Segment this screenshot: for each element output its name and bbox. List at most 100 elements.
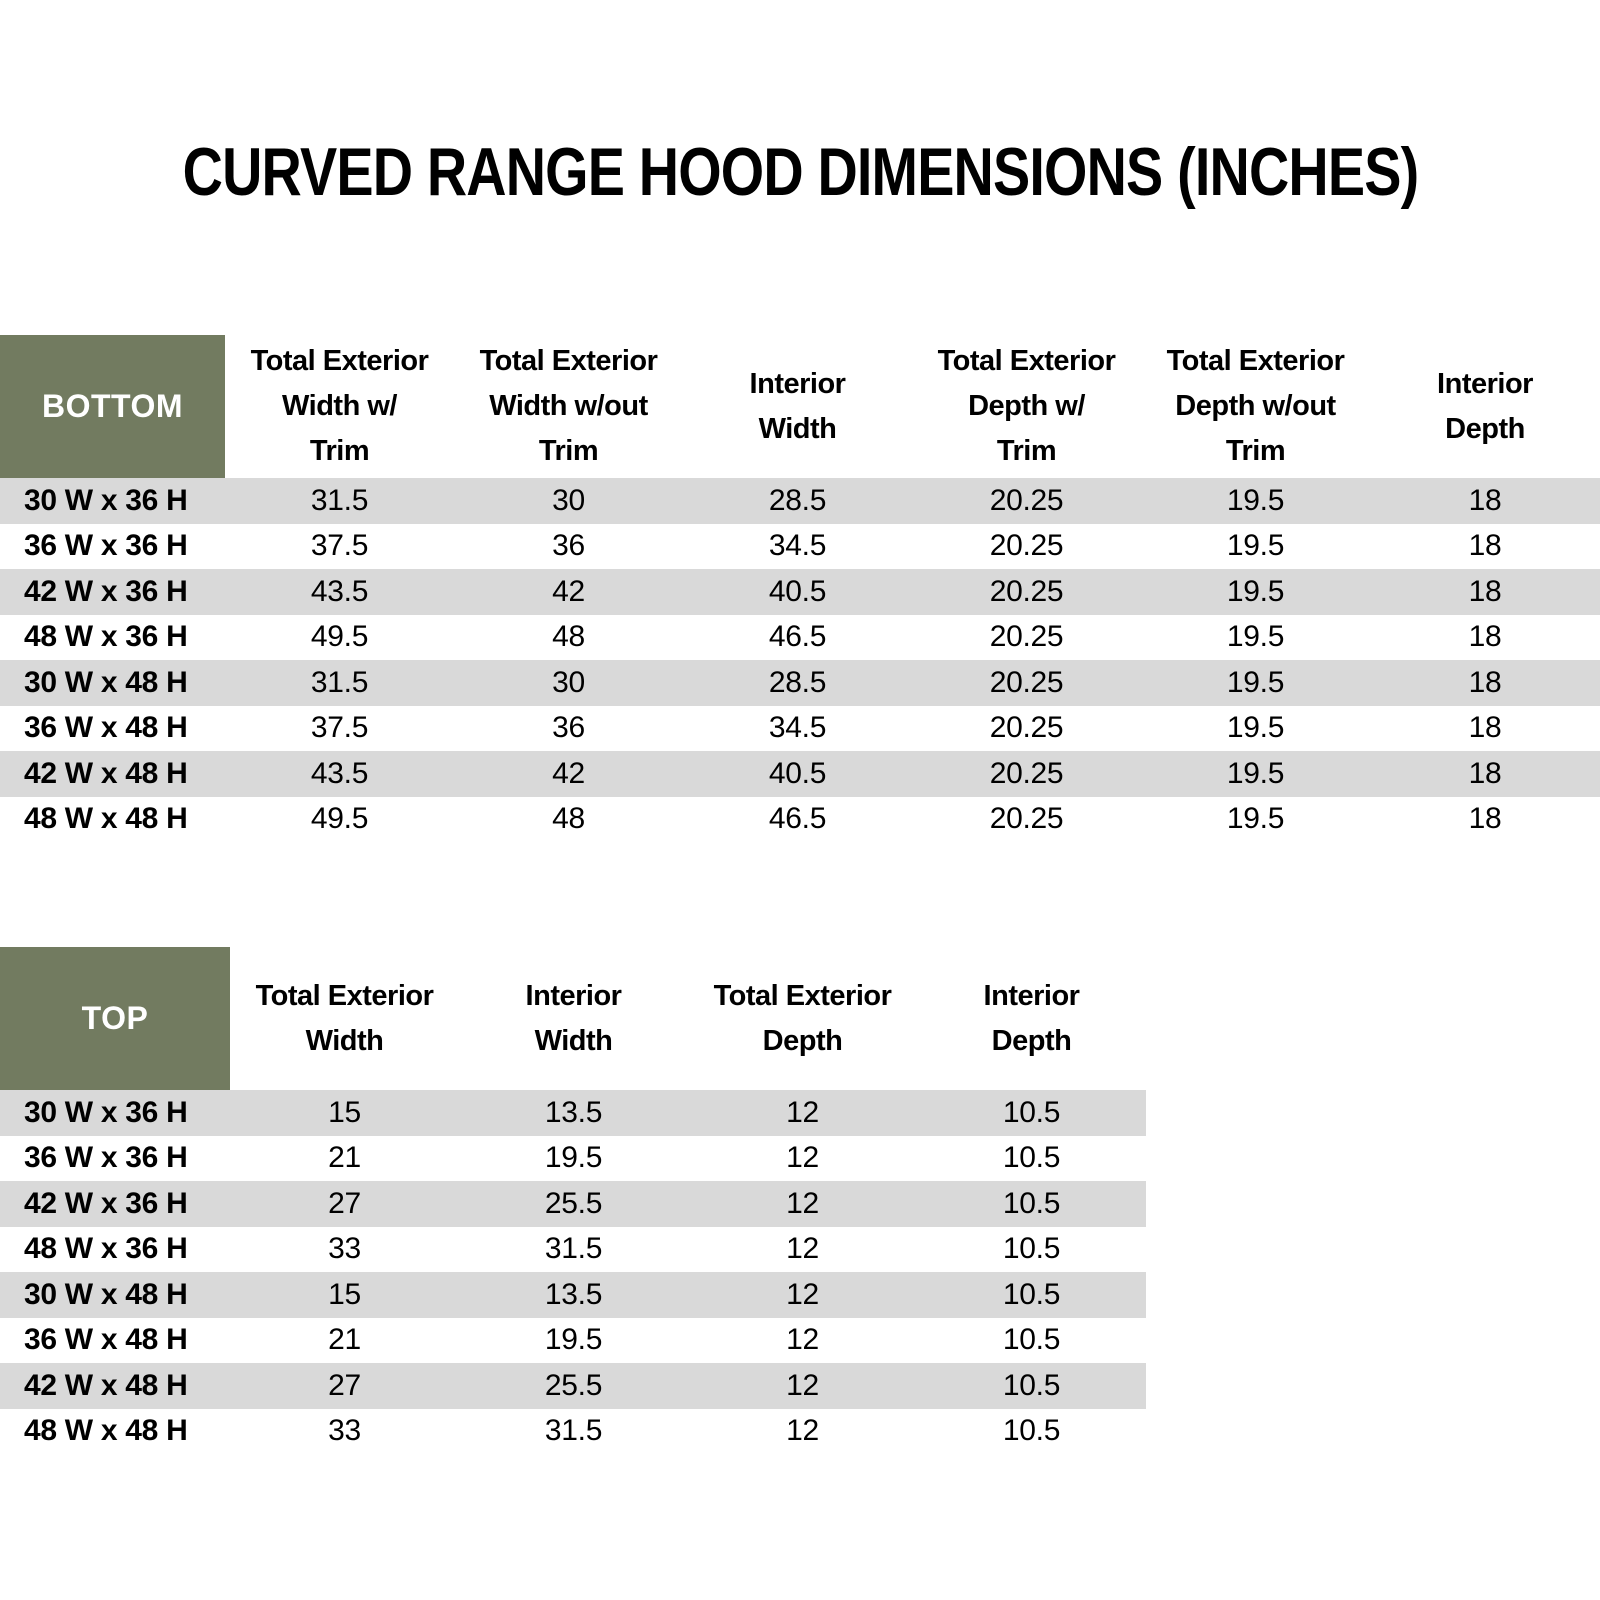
- dimension-value: 40.5: [768, 756, 827, 790]
- table-row: 36 W x 36 H 21 19.5 12 10.5: [0, 1136, 1146, 1182]
- dimension-value: 37.5: [310, 529, 369, 563]
- dimension-value: 42: [552, 574, 585, 608]
- dimension-value: 19.5: [544, 1323, 603, 1357]
- dimension-value: 49.5: [310, 620, 369, 654]
- column-header-total-exterior-depth-w-trim: Total Exterior Depth w/ Trim: [912, 335, 1141, 478]
- dimension-value: 12: [786, 1141, 819, 1175]
- dimension-value: 25.5: [544, 1368, 603, 1402]
- dimension-value: 33: [328, 1414, 361, 1448]
- dimension-value: 18: [1468, 529, 1502, 563]
- dimension-value: 10.5: [1002, 1186, 1061, 1220]
- dimension-value: 19.5: [1226, 711, 1285, 745]
- dimension-value: 10.5: [1002, 1095, 1061, 1129]
- dimension-value: 10.5: [1002, 1277, 1061, 1311]
- table-row: 30 W x 48 H 31.5 30 28.5 20.25 19.5 18: [0, 660, 1600, 706]
- table-row: 30 W x 36 H 31.5 30 28.5 20.25 19.5 18: [0, 478, 1600, 524]
- dimension-value: 15: [328, 1095, 361, 1129]
- dimension-value: 18: [1468, 574, 1502, 608]
- table-row: 36 W x 48 H 21 19.5 12 10.5: [0, 1318, 1146, 1364]
- top-table-body: 30 W x 36 H 15 13.5 12 10.5 36 W x 36 H 21 19.5…: [0, 1090, 1146, 1454]
- dimension-value: 20.25: [989, 529, 1064, 563]
- table-row: 42 W x 36 H 43.5 42 40.5 20.25 19.5 18: [0, 569, 1600, 615]
- dimension-value: 19.5: [1226, 620, 1285, 654]
- table-row: 48 W x 48 H 33 31.5 12 10.5: [0, 1409, 1146, 1455]
- dimension-value: 10.5: [1002, 1141, 1061, 1175]
- dimension-value: 12: [786, 1323, 819, 1357]
- dimension-value: 18: [1468, 756, 1502, 790]
- table-row: 30 W x 36 H 15 13.5 12 10.5: [0, 1090, 1146, 1136]
- row-label-size: 48 W x 48 H: [24, 802, 188, 836]
- dimension-value: 31.5: [544, 1414, 603, 1448]
- dimension-value: 31.5: [544, 1232, 603, 1266]
- dimension-value: 18: [1468, 483, 1502, 517]
- top-table-header-row: TOP Total Exterior Width Interior Width …: [0, 947, 1146, 1090]
- dimension-value: 10.5: [1002, 1232, 1061, 1266]
- dimension-value: 19.5: [1226, 802, 1285, 836]
- bottom-dimensions-table: BOTTOM Total Exterior Width w/ Trim Tota…: [0, 335, 1600, 842]
- row-label-size: 42 W x 48 H: [24, 756, 188, 790]
- dimension-value: 19.5: [544, 1141, 603, 1175]
- dimension-value: 18: [1468, 802, 1502, 836]
- dimension-value: 28.5: [768, 483, 827, 517]
- dimension-value: 36: [552, 711, 585, 745]
- dimension-value: 12: [786, 1414, 819, 1448]
- dimension-value: 20.25: [989, 756, 1064, 790]
- row-label-size: 36 W x 36 H: [24, 1141, 188, 1175]
- dimension-value: 48: [552, 802, 585, 836]
- dimension-value: 28.5: [768, 665, 827, 699]
- dimension-value: 43.5: [310, 574, 369, 608]
- dimension-value: 30: [552, 665, 585, 699]
- row-label-size: 36 W x 48 H: [24, 711, 188, 745]
- dimension-value: 12: [786, 1095, 819, 1129]
- dimension-value: 19.5: [1226, 665, 1285, 699]
- row-label-size: 48 W x 36 H: [24, 620, 188, 654]
- table-row: 42 W x 48 H 43.5 42 40.5 20.25 19.5 18: [0, 751, 1600, 797]
- dimension-value: 40.5: [768, 574, 827, 608]
- bottom-table-corner-label: BOTTOM: [0, 335, 225, 478]
- table-row: 48 W x 36 H 33 31.5 12 10.5: [0, 1227, 1146, 1273]
- dimension-value: 15: [328, 1277, 361, 1311]
- table-row: 30 W x 48 H 15 13.5 12 10.5: [0, 1272, 1146, 1318]
- dimension-value: 27: [328, 1368, 361, 1402]
- dimension-value: 20.25: [989, 483, 1064, 517]
- row-label-size: 42 W x 36 H: [24, 1186, 188, 1220]
- dimension-value: 42: [552, 756, 585, 790]
- dimension-value: 10.5: [1002, 1414, 1061, 1448]
- bottom-table-body: 30 W x 36 H 31.5 30 28.5 20.25 19.5 18 36 W x 3…: [0, 478, 1600, 842]
- table-row: 48 W x 48 H 49.5 48 46.5 20.25 19.5 18: [0, 797, 1600, 843]
- column-header-total-exterior-depth-wout-trim: Total Exterior Depth w/out Trim: [1141, 335, 1370, 478]
- top-dimensions-table: TOP Total Exterior Width Interior Width …: [0, 947, 1146, 1454]
- dimension-value: 10.5: [1002, 1368, 1061, 1402]
- column-header-total-exterior-width: Total Exterior Width: [230, 947, 459, 1090]
- dimension-value: 20.25: [989, 620, 1064, 654]
- dimension-value: 18: [1468, 620, 1502, 654]
- dimension-value: 12: [786, 1277, 819, 1311]
- table-row: 36 W x 48 H 37.5 36 34.5 20.25 19.5 18: [0, 706, 1600, 752]
- page-title-text: CURVED RANGE HOOD DIMENSIONS (INCHES): [182, 134, 1419, 210]
- dimension-value: 21: [328, 1323, 361, 1357]
- table-row: 42 W x 48 H 27 25.5 12 10.5: [0, 1363, 1146, 1409]
- row-label-size: 42 W x 36 H: [24, 574, 188, 608]
- top-table-corner-label: TOP: [0, 947, 230, 1090]
- row-label-size: 48 W x 48 H: [24, 1414, 188, 1448]
- row-label-size: 30 W x 48 H: [24, 1277, 188, 1311]
- bottom-table-header-row: BOTTOM Total Exterior Width w/ Trim Tota…: [0, 335, 1600, 478]
- dimension-value: 37.5: [310, 711, 369, 745]
- dimension-value: 36: [552, 529, 585, 563]
- dimension-value: 19.5: [1226, 574, 1285, 608]
- dimension-value: 31.5: [310, 483, 369, 517]
- dimension-value: 31.5: [310, 665, 369, 699]
- dimension-value: 12: [786, 1186, 819, 1220]
- dimension-value: 18: [1468, 665, 1502, 699]
- table-row: 42 W x 36 H 27 25.5 12 10.5: [0, 1181, 1146, 1227]
- dimension-value: 33: [328, 1232, 361, 1266]
- row-label-size: 30 W x 36 H: [24, 1095, 188, 1129]
- dimension-value: 13.5: [544, 1095, 603, 1129]
- row-label-size: 42 W x 48 H: [24, 1368, 188, 1402]
- dimension-value: 46.5: [768, 802, 827, 836]
- row-label-size: 48 W x 36 H: [24, 1232, 188, 1266]
- dimension-value: 48: [552, 620, 585, 654]
- dimension-value: 19.5: [1226, 483, 1285, 517]
- dimension-value: 18: [1468, 711, 1502, 745]
